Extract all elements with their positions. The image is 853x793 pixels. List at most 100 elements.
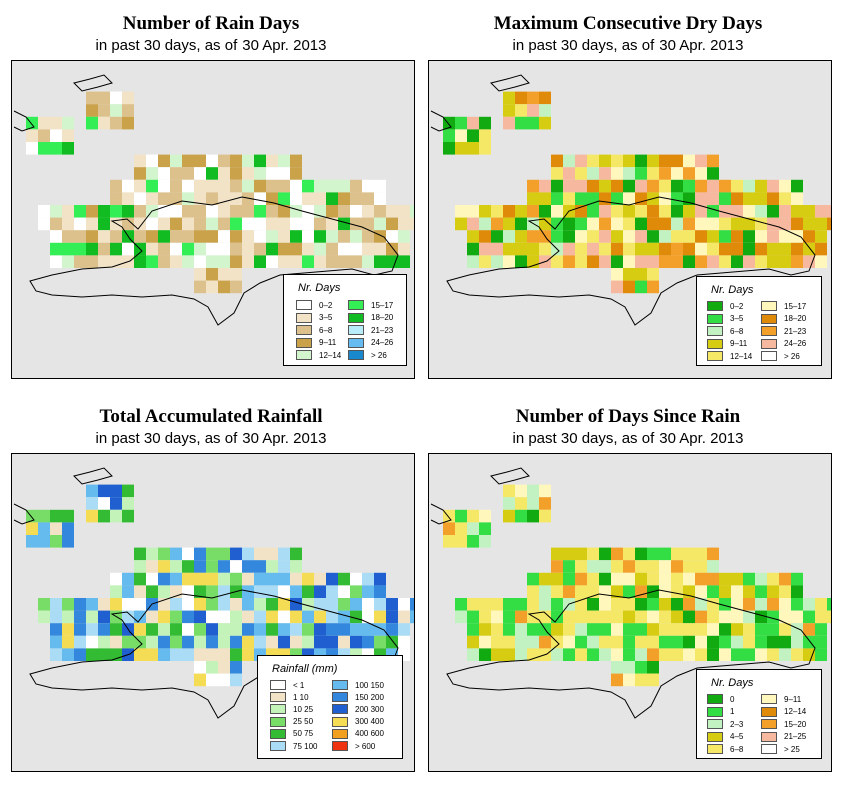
grid-cell	[623, 268, 635, 281]
grid-cell	[290, 242, 302, 256]
legend-label: 18–20	[371, 313, 394, 322]
grid-cell	[38, 610, 50, 624]
grid-cell	[242, 167, 254, 180]
legend-swatch	[270, 728, 286, 739]
grid-cell	[455, 610, 467, 624]
grid-cell	[218, 255, 230, 268]
grid-cell	[563, 623, 575, 636]
grid-cell	[611, 255, 623, 268]
grid-cell	[467, 217, 479, 231]
panel-dry-days: Maximum Consecutive Dry Days in past 30 …	[428, 13, 832, 393]
legend-item: 6–8	[296, 324, 332, 336]
grid-cell	[326, 585, 338, 598]
grid-cell	[98, 623, 110, 636]
grid-cell	[719, 179, 731, 193]
grid-cell	[314, 635, 326, 649]
grid-cell	[635, 648, 647, 661]
grid-cell	[194, 610, 206, 624]
grid-cell	[122, 635, 134, 649]
grid-cell	[491, 255, 503, 268]
legend-label: 21–23	[784, 326, 807, 336]
grid-cell	[278, 598, 290, 611]
grid-cell	[170, 255, 182, 268]
grid-cell	[182, 648, 194, 661]
grid-cell	[731, 585, 743, 598]
grid-cell	[74, 610, 86, 624]
grid-cell	[98, 242, 110, 256]
grid-cell	[206, 242, 218, 256]
grid-cell	[767, 205, 779, 218]
grid-cell	[551, 648, 563, 661]
grid-cell	[599, 560, 611, 573]
grid-cell	[551, 154, 563, 168]
legend-item: > 600	[332, 740, 375, 752]
grid-cell	[575, 242, 587, 256]
grid-cell	[230, 648, 242, 661]
grid-cell	[539, 484, 551, 498]
grid-cell	[110, 572, 122, 586]
grid-cell	[551, 547, 563, 561]
grid-cell	[575, 255, 587, 268]
grid-cell	[623, 585, 635, 598]
legend-item: > 26	[761, 350, 800, 362]
grid-cell	[791, 217, 803, 231]
grid-cell	[587, 217, 599, 231]
grid-cell	[278, 547, 290, 561]
grid-cell	[230, 572, 242, 586]
grid-cell	[767, 610, 779, 624]
grid-cell	[515, 91, 527, 105]
grid-cell	[206, 230, 218, 243]
grid-cell	[86, 497, 98, 510]
grid-cell	[254, 154, 266, 168]
grid-cell	[254, 192, 266, 205]
grid-cell	[206, 179, 218, 193]
panel-subtitle: in past 30 days, as of 30 Apr. 2013	[11, 430, 411, 447]
grid-cell	[515, 242, 527, 256]
grid-cell	[218, 217, 230, 231]
grid-cell	[635, 560, 647, 573]
grid-cell	[575, 623, 587, 636]
grid-cell	[443, 129, 455, 142]
grid-cell	[50, 230, 62, 243]
grid-cell	[755, 585, 767, 598]
grid-cell	[278, 560, 290, 573]
grid-cell	[290, 547, 302, 561]
grid-cell	[302, 623, 314, 636]
grid-cell	[206, 268, 218, 281]
grid-cell	[467, 535, 479, 548]
grid-cell	[683, 179, 695, 193]
grid-cell	[683, 610, 695, 624]
grid-cell	[62, 129, 74, 142]
grid-cell	[767, 585, 779, 598]
grid-cell	[539, 610, 551, 624]
legend-label: 9–11	[784, 694, 802, 704]
grid-cell	[26, 522, 38, 535]
grid-cell	[779, 179, 791, 193]
grid-cell	[755, 179, 767, 193]
grid-cell	[767, 635, 779, 649]
grid-cell	[290, 230, 302, 243]
grid-cell	[695, 192, 707, 205]
grid-cell	[290, 217, 302, 231]
grid-cell	[635, 230, 647, 243]
grid-cell	[86, 104, 98, 117]
grid-cell	[803, 635, 815, 649]
grid-cell	[755, 205, 767, 218]
subtitle-date: 30 Apr. 2013	[242, 430, 327, 447]
grid-cell	[503, 255, 515, 268]
legend-swatch	[332, 680, 348, 690]
legend-swatch	[761, 706, 777, 717]
grid-cell	[230, 230, 242, 243]
grid-cell	[350, 192, 362, 205]
grid-cell	[326, 598, 338, 611]
grid-cell	[374, 217, 386, 231]
grid-cell	[539, 116, 551, 130]
grid-cell	[647, 255, 659, 268]
grid-cell	[611, 585, 623, 598]
grid-cell	[182, 230, 194, 243]
grid-cell	[230, 661, 242, 674]
grid-cell	[791, 623, 803, 636]
grid-cell	[374, 572, 386, 586]
grid-cell	[791, 572, 803, 586]
grid-cell	[158, 179, 170, 193]
